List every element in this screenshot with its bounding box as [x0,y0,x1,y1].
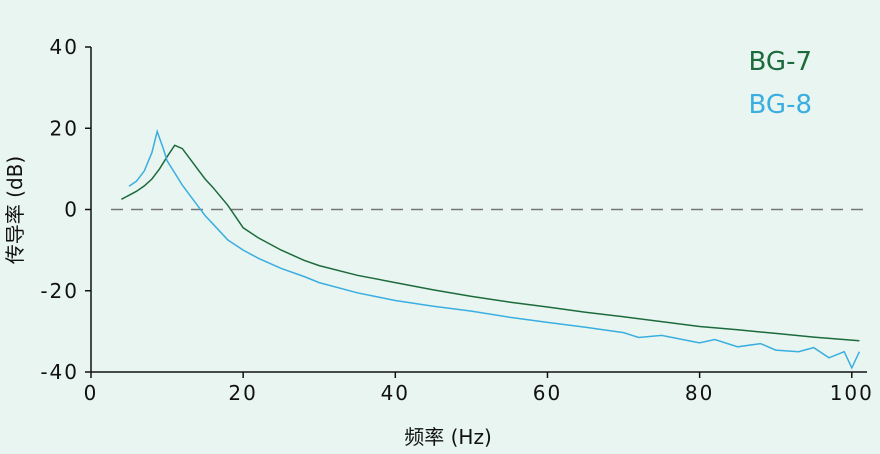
legend-label: BG-7 [749,47,812,77]
y-tick-label: -40 [40,360,79,384]
x-tick-label: 20 [228,381,257,405]
y-tick-label: -20 [40,279,79,303]
data-line [128,128,861,370]
y-axis-label: 传导率 (dB) [3,156,27,264]
data-line [121,144,860,342]
y-tick-label: 20 [50,116,79,140]
y-tick-label: 40 [50,35,79,59]
x-tick-label: 100 [830,381,874,405]
x-tick-label: 0 [84,381,99,405]
x-tick-label: 40 [381,381,410,405]
y-tick-label: 0 [64,198,79,222]
legend-label: BG-8 [749,90,812,120]
x-axis-label: 频率 (Hz) [404,425,492,449]
x-tick-label: 80 [685,381,714,405]
x-tick-label: 60 [533,381,562,405]
